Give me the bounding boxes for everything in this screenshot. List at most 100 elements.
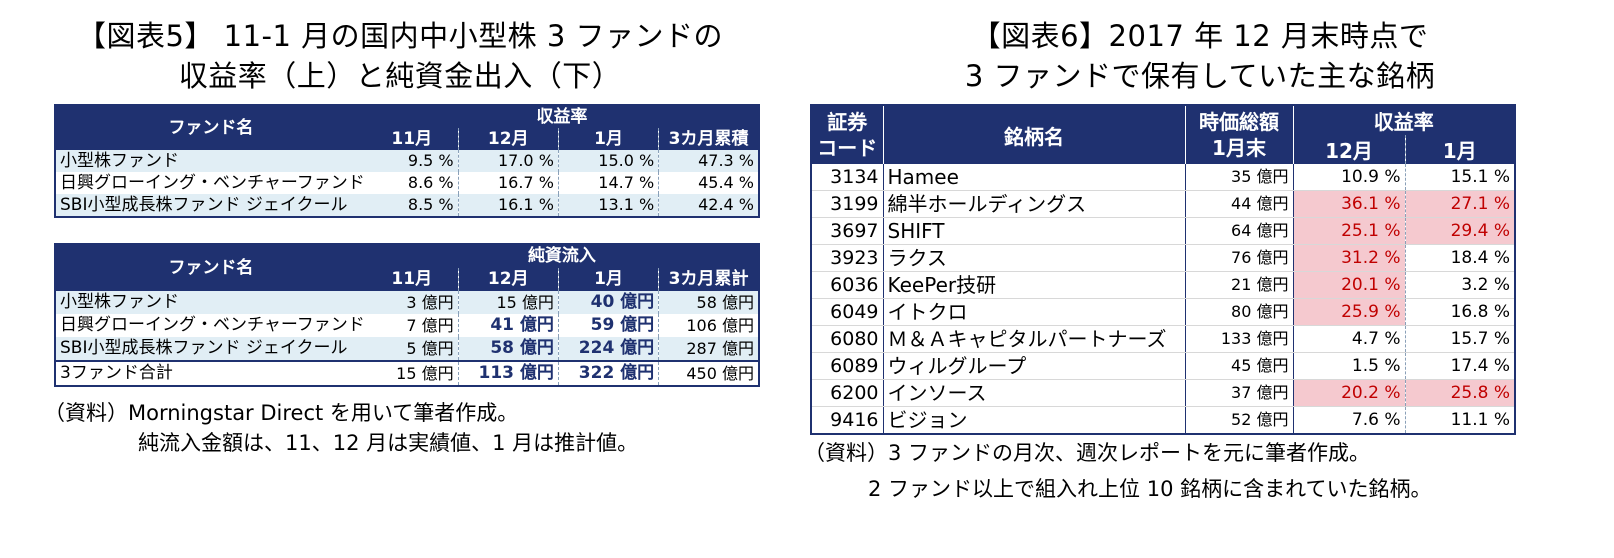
return-group-header: 収益率	[1293, 105, 1515, 135]
table-row: 小型株ファンド 9.5 % 17.0 % 15.0 % 47.3 %	[55, 150, 759, 172]
market-cap: 35 億円	[1185, 164, 1294, 191]
flow-value: 7 億円	[365, 314, 459, 337]
return-value: 47.3 %	[658, 150, 759, 172]
return-jan: 15.1 %	[1405, 164, 1515, 191]
return-value: 8.5 %	[365, 194, 459, 217]
return-jan: 15.7 %	[1405, 325, 1515, 353]
flow-value: 106 億円	[658, 314, 759, 337]
flow-value: 41 億円	[458, 314, 559, 337]
stock-name: Hamee	[883, 164, 1186, 191]
total-label: 3ファンド合計	[55, 360, 366, 386]
table-row: 日興グローイング・ベンチャーファンド 7 億円 41 億円 59 億円 106 …	[55, 314, 759, 337]
return-value: 16.1 %	[458, 194, 559, 217]
table-row: 9416 ビジョン 52 億円 7.6 % 11.1 %	[811, 406, 1515, 435]
stock-name: SHIFT	[883, 217, 1186, 245]
return-dec: 10.9 %	[1293, 164, 1406, 191]
holdings-table: 証券 コード 銘柄名 時価総額 1月末 収益率 12月 1月 3134 Hamee…	[810, 104, 1516, 435]
holdings-body: 3134 Hamee 35 億円 10.9 % 15.1 % 3199 綿半ホールディングス…	[811, 164, 1515, 435]
stock-code: 6200	[811, 379, 884, 407]
return-jan: 27.1 %	[1405, 190, 1515, 218]
table-row: 3923 ラクス 76 億円 31.2 % 18.4 %	[811, 244, 1515, 272]
figure5-footnote: 純流入金額は、11、12 月は実績値、1 月は推計値。	[138, 431, 639, 455]
stock-code: 3199	[811, 190, 884, 218]
fund-name: 日興グローイング・ベンチャーファンド	[55, 172, 366, 194]
flow-value: 58 億円	[658, 291, 759, 314]
return-value: 9.5 %	[365, 150, 459, 172]
table-row: 6200 インソース 37 億円 20.2 % 25.8 %	[811, 379, 1515, 407]
return-dec: 20.1 %	[1293, 271, 1406, 299]
figure6-source-note: （資料）3 ファンドの月次、週次レポートを元に筆者作成。	[804, 441, 1371, 465]
stock-code: 6036	[811, 271, 884, 299]
table-row: 3134 Hamee 35 億円 10.9 % 15.1 %	[811, 164, 1515, 191]
market-cap-header-line1: 時価総額	[1199, 110, 1279, 134]
code-header-line2: コード	[817, 136, 878, 160]
figure5-title-line2: 収益率（上）と純資金出入（下）	[178, 59, 622, 93]
stock-name: 綿半ホールディングス	[883, 190, 1186, 218]
stock-name: ウィルグループ	[883, 352, 1186, 380]
table-row: 3199 綿半ホールディングス 44 億円 36.1 % 27.1 %	[811, 190, 1515, 218]
flow-value: 5 億円	[365, 337, 459, 361]
return-jan: 16.8 %	[1405, 298, 1515, 326]
table-row: 6049 イトクロ 80 億円 25.9 % 16.8 %	[811, 298, 1515, 326]
stock-code: 6089	[811, 352, 884, 380]
return-value: 45.4 %	[658, 172, 759, 194]
return-dec: 25.1 %	[1293, 217, 1406, 245]
table-row: 3697 SHIFT 64 億円 25.1 % 29.4 %	[811, 217, 1515, 245]
return-dec: 25.9 %	[1293, 298, 1406, 326]
fund-name: SBI小型成長株ファンド ジェイクール	[55, 194, 366, 217]
market-cap: 45 億円	[1185, 352, 1294, 380]
market-cap-header-line2: 1月末	[1212, 136, 1266, 160]
return-value: 13.1 %	[558, 194, 660, 217]
stock-name: Ｍ＆Ａキャピタルパートナーズ	[883, 325, 1186, 353]
col-header-3m-cumulative: 3カ月累積	[658, 128, 759, 150]
stock-code: 9416	[811, 406, 884, 435]
return-jan: 17.4 %	[1405, 352, 1515, 380]
return-value: 17.0 %	[458, 150, 559, 172]
market-cap: 76 億円	[1185, 244, 1294, 272]
return-group-header: 収益率	[365, 105, 759, 128]
figure5-title: 【図表5】 11-1 月の国内中小型株 3 ファンドの 収益率（上）と純資金出入…	[40, 16, 760, 96]
table-row: SBI小型成長株ファンド ジェイクール 5 億円 58 億円 224 億円 28…	[55, 337, 759, 361]
fund-flow-table: ファンド名 純資流入 11月 12月 1月 3カ月累計 小型株ファンド 3 億円…	[54, 243, 760, 387]
table-row: 6089 ウィルグループ 45 億円 1.5 % 17.4 %	[811, 352, 1515, 380]
col-header-3m-total: 3カ月累計	[658, 268, 759, 291]
stock-code: 6080	[811, 325, 884, 353]
code-header: 証券 コード	[811, 105, 884, 164]
fund-name: SBI小型成長株ファンド ジェイクール	[55, 337, 366, 361]
flow-value: 15 億円	[458, 291, 559, 314]
market-cap: 80 億円	[1185, 298, 1294, 326]
return-dec: 31.2 %	[1293, 244, 1406, 272]
col-header-jan: 1月	[558, 268, 660, 291]
flow-group-header: 純資流入	[365, 244, 759, 268]
figure6-title: 【図表6】2017 年 12 月末時点で 3 ファンドで保有していた主な銘柄	[820, 16, 1580, 96]
market-cap: 21 億円	[1185, 271, 1294, 299]
code-header-line1: 証券	[827, 110, 868, 134]
return-jan: 11.1 %	[1405, 406, 1515, 435]
col-header-nov: 11月	[365, 128, 459, 150]
market-cap: 64 億円	[1185, 217, 1294, 245]
flow-value: 3 億円	[365, 291, 459, 314]
flow-value: 224 億円	[558, 337, 660, 361]
flow-value: 59 億円	[558, 314, 660, 337]
return-value: 16.7 %	[458, 172, 559, 194]
col-header-dec: 12月	[1293, 135, 1406, 164]
return-dec: 36.1 %	[1293, 190, 1406, 218]
total-value: 322 億円	[558, 360, 660, 386]
return-jan: 29.4 %	[1405, 217, 1515, 245]
stock-code: 3134	[811, 164, 884, 191]
figure5-source-note: （資料）Morningstar Direct を用いて筆者作成。	[44, 401, 519, 425]
return-dec: 7.6 %	[1293, 406, 1406, 435]
stock-name: インソース	[883, 379, 1186, 407]
figure6-title-line1: 【図表6】2017 年 12 月末時点で	[971, 19, 1429, 53]
table-row: 6080 Ｍ＆Ａキャピタルパートナーズ 133 億円 4.7 % 15.7 %	[811, 325, 1515, 353]
fund-name: 小型株ファンド	[55, 291, 366, 314]
stock-name: KeePer技研	[883, 271, 1186, 299]
fund-name-header: ファンド名	[55, 105, 366, 150]
fund-name: 日興グローイング・ベンチャーファンド	[55, 314, 366, 337]
col-header-dec: 12月	[458, 128, 559, 150]
return-value: 14.7 %	[558, 172, 660, 194]
stock-code: 3697	[811, 217, 884, 245]
table-row: 小型株ファンド 3 億円 15 億円 40 億円 58 億円	[55, 291, 759, 314]
stock-name: ラクス	[883, 244, 1186, 272]
return-jan: 25.8 %	[1405, 379, 1515, 407]
